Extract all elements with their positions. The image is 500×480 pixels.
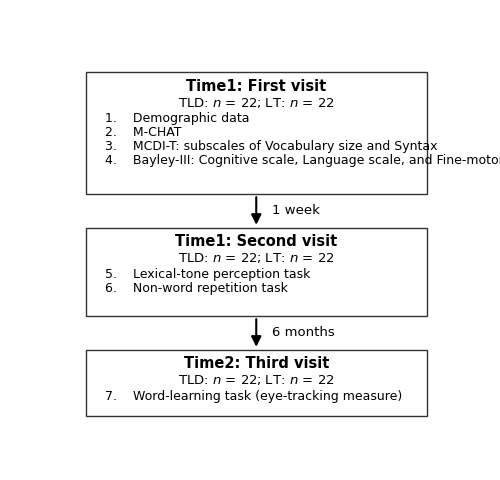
Text: 2.    M-CHAT: 2. M-CHAT bbox=[105, 126, 182, 139]
Text: 6 months: 6 months bbox=[272, 326, 334, 339]
Text: 1 week: 1 week bbox=[272, 204, 320, 217]
Text: Time1: Second visit: Time1: Second visit bbox=[175, 234, 338, 249]
Text: 5.    Lexical-tone perception task: 5. Lexical-tone perception task bbox=[105, 267, 310, 280]
Text: TLD: $n$ = 22; LT: $n$ = 22: TLD: $n$ = 22; LT: $n$ = 22 bbox=[178, 251, 334, 265]
Text: 6.    Non-word repetition task: 6. Non-word repetition task bbox=[105, 282, 288, 295]
Text: 7.    Word-learning task (eye-tracking measure): 7. Word-learning task (eye-tracking meas… bbox=[105, 389, 403, 403]
FancyBboxPatch shape bbox=[86, 72, 427, 194]
Text: TLD: $n$ = 22; LT: $n$ = 22: TLD: $n$ = 22; LT: $n$ = 22 bbox=[178, 96, 334, 109]
Text: 1.    Demographic data: 1. Demographic data bbox=[105, 112, 250, 125]
FancyBboxPatch shape bbox=[86, 228, 427, 316]
Text: TLD: $n$ = 22; LT: $n$ = 22: TLD: $n$ = 22; LT: $n$ = 22 bbox=[178, 373, 334, 387]
FancyBboxPatch shape bbox=[86, 349, 427, 416]
Text: 3.    MCDI-T: subscales of Vocabulary size and Syntax: 3. MCDI-T: subscales of Vocabulary size … bbox=[105, 140, 438, 154]
Text: 4.    Bayley-III: Cognitive scale, Language scale, and Fine-motor scale: 4. Bayley-III: Cognitive scale, Language… bbox=[105, 155, 500, 168]
Text: Time1: First visit: Time1: First visit bbox=[186, 79, 326, 94]
Text: Time2: Third visit: Time2: Third visit bbox=[184, 356, 329, 371]
